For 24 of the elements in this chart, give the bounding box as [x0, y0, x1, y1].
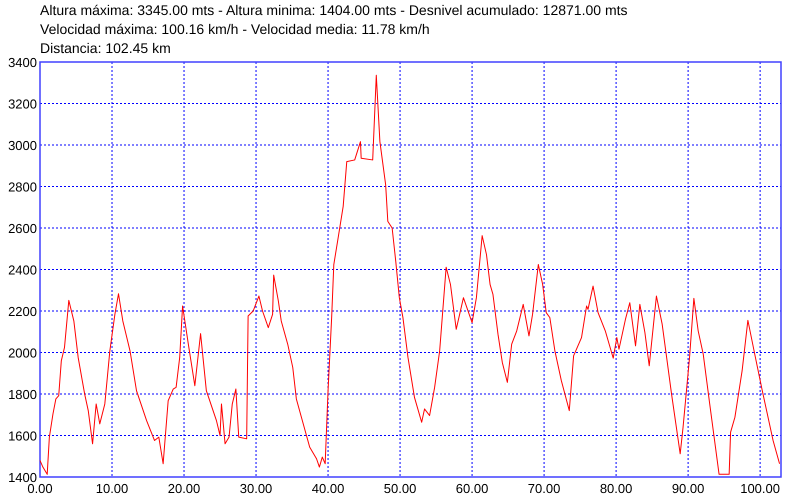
y-tick-label: 3000 [8, 138, 37, 153]
x-tick-label: 60.00 [456, 481, 488, 496]
chart-title: Altura máxima: 3345.00 mts - Altura minima: 1404.00 mts - Desnivel acumulado: 12871.00 mts [40, 2, 628, 18]
y-tick-label: 2400 [8, 262, 37, 278]
x-tick-label: 40.00 [312, 481, 344, 496]
y-tick-label: 2000 [8, 346, 37, 360]
y-tick-label: 1800 [8, 387, 37, 402]
text: Distancia: 102.45 km [40, 40, 171, 56]
x-tick-label: 20.00 [168, 481, 200, 496]
x-tick-label: 50.00 [384, 481, 416, 496]
x-tick-label: 100.00 [740, 481, 780, 496]
x-tick-label: 90.00 [672, 481, 704, 496]
x-tick-label: 30.00 [240, 481, 272, 496]
x-tick-label: 80.00 [600, 481, 632, 496]
x-tick-label: 10.00 [96, 481, 128, 496]
y-tick-label: 2600 [8, 221, 37, 236]
chart-subtitle: Velocidad máxima: 100.16 km/h - Velocidad media: 11.78 km/h [40, 21, 430, 37]
y-tick-label: 3400 [8, 55, 37, 70]
y-tick-label: 3200 [8, 96, 37, 112]
x-tick-label: 70.00 [528, 481, 560, 496]
y-tick-label: 2800 [8, 180, 37, 194]
line-series [40, 74, 780, 475]
y-tick-label: 1600 [8, 428, 37, 444]
y-tick-label: 2200 [8, 304, 37, 319]
